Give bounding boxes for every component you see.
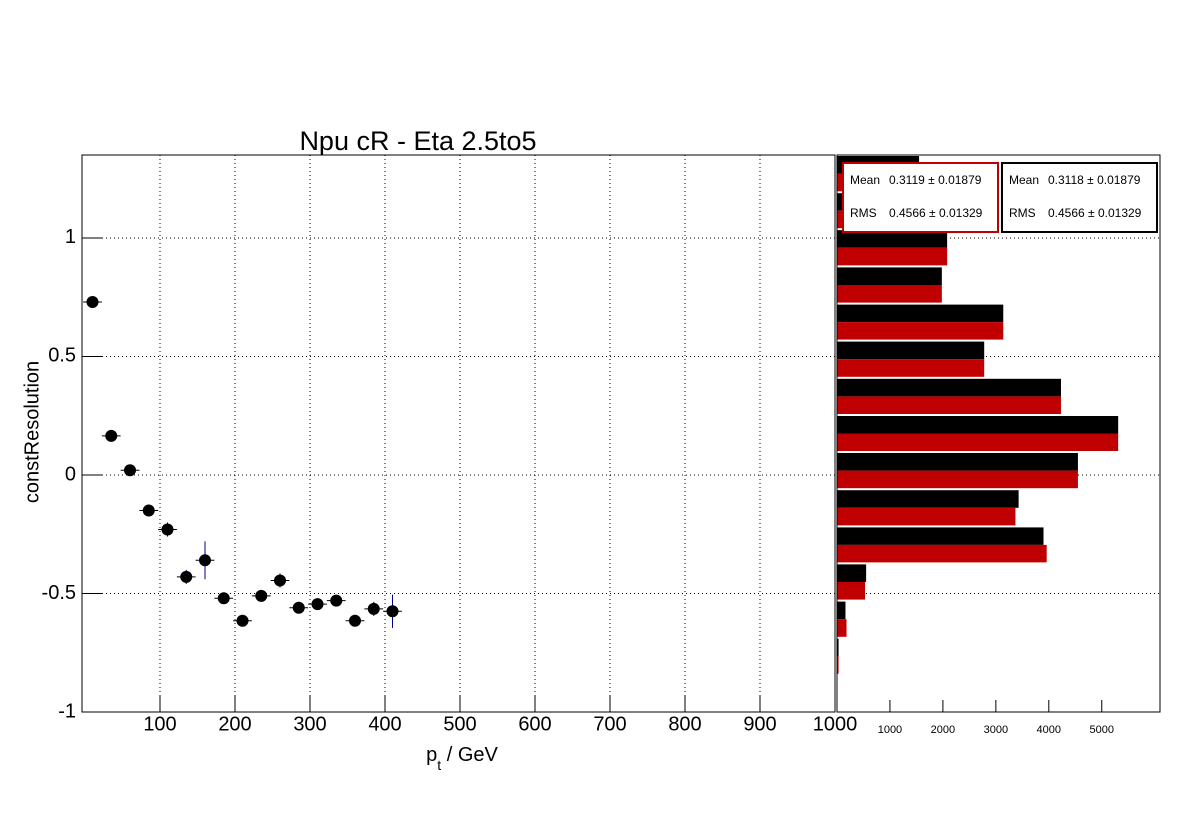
data-point <box>255 589 268 602</box>
histogram-bar <box>837 285 942 303</box>
x-tick-label: 3000 <box>984 724 1008 736</box>
histogram-bar <box>837 247 948 266</box>
stat-label: Mean <box>1009 173 1039 187</box>
x-tick-label: 200 <box>218 713 251 735</box>
histogram-bar <box>837 378 1061 397</box>
x-tick-label: 1000 <box>813 713 858 735</box>
y-tick-label: -0.5 <box>42 582 76 604</box>
stat-value: 0.3119 ± 0.01879 <box>889 173 982 187</box>
histogram-bar <box>837 638 839 657</box>
x-label-main: p <box>426 744 437 766</box>
x-tick-label: 500 <box>443 713 476 735</box>
x-tick-label: 800 <box>668 713 701 735</box>
x-tick-label: 5000 <box>1090 724 1114 736</box>
histogram-bar <box>837 230 948 248</box>
plot-frame <box>81 154 836 713</box>
y-axis-label: constResolution <box>21 361 43 503</box>
stat-label: RMS <box>850 206 877 220</box>
x-tick-label: 300 <box>293 713 326 735</box>
stat-label: RMS <box>1009 206 1036 220</box>
x-tick-label: 100 <box>143 713 176 735</box>
histogram-bar <box>837 359 985 377</box>
data-point <box>105 429 118 442</box>
chart-title: Npu cR - Eta 2.5to5 <box>299 126 536 156</box>
histogram-bar <box>837 416 1119 434</box>
data-point <box>142 504 155 517</box>
x-tick-label: 400 <box>368 713 401 735</box>
histogram-bar <box>837 452 1078 471</box>
histogram-bar <box>837 619 847 637</box>
y-tick-label: 0 <box>65 463 76 485</box>
x-axis-label: pt / GeV <box>426 744 498 772</box>
stat-box <box>1001 162 1158 233</box>
data-point <box>274 574 286 587</box>
y-tick-label: 1 <box>65 226 76 248</box>
histogram-bar <box>837 656 839 674</box>
stat-box <box>842 162 999 233</box>
data-point <box>311 598 324 611</box>
y-tick-label: 0.5 <box>48 345 76 367</box>
histogram-bar <box>837 527 1044 545</box>
data-point <box>199 554 211 567</box>
x-label-rest: / GeV <box>441 744 498 766</box>
x-tick-label: 700 <box>593 713 626 735</box>
x-label-sub: t <box>437 757 441 773</box>
x-tick-label: 2000 <box>931 724 955 736</box>
data-point <box>180 570 193 583</box>
data-point <box>330 594 343 607</box>
histogram-bar <box>837 433 1119 451</box>
data-point <box>86 295 99 308</box>
histogram-bar <box>837 490 1019 508</box>
histogram-bar <box>837 304 1004 323</box>
data-point <box>236 614 249 627</box>
histogram-bar <box>837 470 1078 489</box>
stat-label: Mean <box>850 173 880 187</box>
histogram-bar <box>837 544 1047 563</box>
x-tick-label: 1000 <box>878 724 902 736</box>
histogram-bar <box>837 267 942 286</box>
stat-value: 0.3118 ± 0.01879 <box>1048 173 1141 187</box>
histogram-bar <box>837 507 1016 526</box>
data-point <box>292 601 305 614</box>
plot-frame <box>836 154 1161 713</box>
x-tick-label: 600 <box>518 713 551 735</box>
data-point <box>349 614 361 627</box>
data-point <box>217 592 230 605</box>
histogram-bar <box>837 564 867 582</box>
histogram-bar <box>837 396 1061 415</box>
data-point <box>386 605 399 618</box>
x-tick-label: 4000 <box>1037 724 1061 736</box>
data-point <box>124 464 136 477</box>
data-point <box>367 602 380 615</box>
stat-value: 0.4566 ± 0.01329 <box>889 206 983 220</box>
histogram-bar <box>837 322 1004 340</box>
histogram-bar <box>837 601 846 620</box>
x-tick-label: 900 <box>743 713 776 735</box>
y-tick-label: -1 <box>58 700 76 722</box>
histogram-bar <box>837 341 985 360</box>
histogram-bar <box>837 581 866 600</box>
stat-value: 0.4566 ± 0.01329 <box>1048 206 1142 220</box>
data-point <box>161 523 174 536</box>
